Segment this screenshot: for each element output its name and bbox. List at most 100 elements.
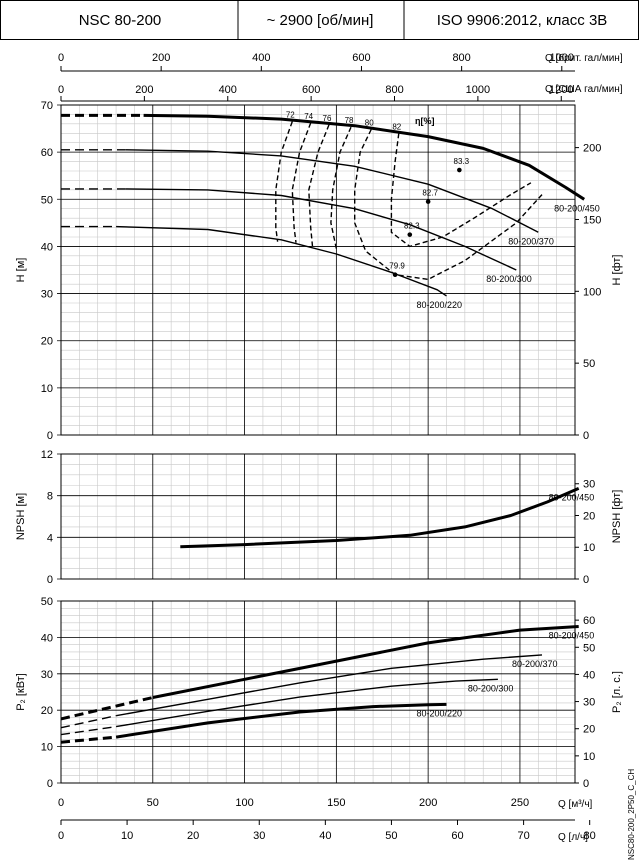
series-line-80-200/300 [125, 188, 517, 271]
efficiency-isoline [390, 133, 532, 248]
bep-point [392, 272, 398, 278]
efficiency-isoline [330, 126, 352, 249]
standard-label: ISO 9906:2012, класс 3B [437, 12, 608, 29]
y-tick-label: 40 [41, 632, 53, 644]
series-dashed-80-200/450 [60, 696, 154, 721]
ls-tick-label: 20 [187, 830, 199, 842]
efficiency-isoline [291, 122, 312, 243]
y2-tick-label: 60 [583, 615, 595, 627]
y-tick-label: 0 [47, 778, 53, 790]
us-tick-label: 0 [58, 84, 64, 96]
y-tick-label: 50 [41, 194, 53, 206]
series-line-80-200/370 [115, 654, 543, 717]
series-label: 80-200/300 [486, 274, 532, 284]
y-tick-label: 70 [41, 100, 53, 112]
y2-tick-label: 200 [583, 143, 601, 155]
y2-tick-label: 20 [583, 724, 595, 736]
y2-tick-label: 50 [583, 358, 595, 370]
header: NSC 80-200 ~ 2900 [об/мин] ISO 9906:2012… [0, 0, 639, 40]
bottom-axis-ls: 0 10 20 30 40 50 60 70 80 [58, 819, 596, 842]
uk-tick-label: 200 [152, 52, 170, 64]
ls-tick-label: 40 [319, 830, 331, 842]
ls-axis-label: Q [л/ч] [558, 832, 588, 843]
bottom-axis-m3h: 0 50 100 150 200 250 [58, 782, 575, 809]
y2-tick-label: 10 [583, 751, 595, 763]
us-tick-label: 600 [302, 84, 320, 96]
efficiency-isoline-label: 80 [365, 119, 374, 128]
ls-tick-label: 0 [58, 830, 64, 842]
ls-tick-label: 30 [253, 830, 265, 842]
y2-tick-label: 0 [583, 574, 589, 586]
y-tick-label: 8 [47, 491, 53, 503]
series-label: 80-200/450 [554, 203, 600, 213]
y2-axis-label: P₂ [л. с.] [611, 671, 623, 713]
y-tick-label: 10 [41, 383, 53, 395]
bep-point [407, 232, 413, 237]
series-line-80-200/450 [180, 487, 580, 549]
m3h-tick-label: 0 [58, 797, 64, 809]
head-panel: 0 10 20 30 40 50 60 70 0 50 100 150 200 H [м] H [фт] 80… [15, 100, 623, 442]
uk-gallon-axis-label: Q [брит. гал/мин] [545, 52, 623, 64]
series-label: 80-200/450 [549, 492, 595, 502]
y2-axis-label: NPSH [фт] [611, 490, 623, 544]
m3h-axis-label: Q [м³/ч] [558, 799, 593, 810]
m3h-tick-label: 200 [419, 797, 437, 809]
m3h-tick-label: 250 [511, 797, 529, 809]
us-tick-label: 200 [135, 84, 153, 96]
us-gallon-axis-label: Q [США гал/мин] [545, 84, 623, 95]
top-axis-uk: 0 200 400 600 800 1000 [58, 52, 575, 72]
power-panel: 0 10 20 30 40 50 0 10 20 30 40 50 60 P₂ [кВт] P₂ [л. с… [15, 596, 623, 790]
y2-tick-label: 150 [583, 214, 601, 226]
efficiency-isoline-label: 82 [392, 122, 401, 131]
y2-tick-label: 30 [583, 479, 595, 491]
us-tick-label: 1000 [466, 84, 490, 96]
y2-tick-label: 50 [583, 642, 595, 654]
y2-tick-label: 0 [583, 778, 589, 790]
series-label: 80-200/370 [512, 659, 558, 669]
model-title: NSC 80-200 [79, 12, 162, 29]
y2-tick-label: 10 [583, 542, 595, 554]
y-axis-label: P₂ [кВт] [15, 673, 27, 711]
y-axis-label: H [м] [15, 258, 27, 283]
y-tick-label: 40 [41, 241, 53, 253]
y-tick-label: 12 [41, 449, 53, 461]
y2-tick-label: 0 [583, 430, 589, 442]
bep-point [457, 167, 462, 173]
efficiency-isoline-label: 78 [345, 116, 354, 125]
uk-tick-label: 1000 [550, 52, 574, 64]
series-line-80-200/450 [152, 625, 579, 699]
npsh-panel: 0 4 8 12 0 10 20 30 NPSH [м] NPSH [фт] 80-200/450 [15, 449, 623, 586]
y-tick-label: 10 [41, 742, 53, 754]
series-label: 80-200/300 [468, 683, 514, 693]
m3h-tick-label: 50 [147, 797, 159, 809]
y2-tick-label: 20 [583, 510, 595, 522]
series-dashed-80-200/370 [60, 715, 117, 729]
series-line-80-200/300 [115, 678, 498, 728]
us-tick-label: 400 [219, 84, 237, 96]
bep-point [425, 199, 431, 204]
ls-tick-label: 80 [584, 830, 596, 842]
top-axis-us: 0 200 400 600 800 1000 1200 [58, 84, 575, 102]
y-tick-label: 4 [47, 532, 53, 544]
y-tick-label: 20 [41, 336, 53, 348]
panel-frame [60, 104, 576, 436]
ls-tick-label: 60 [451, 830, 463, 842]
y-tick-label: 20 [41, 705, 53, 717]
series-label: 80-200/370 [508, 236, 554, 246]
series-dashed-80-200/300 [60, 725, 117, 736]
y-tick-label: 0 [47, 574, 53, 586]
series-line-80-200/370 [125, 149, 539, 233]
m3h-tick-label: 150 [327, 797, 345, 809]
y-tick-label: 30 [41, 669, 53, 681]
series-label: 80-200/220 [417, 708, 463, 718]
uk-tick-label: 0 [58, 52, 64, 64]
bep-point-label: 82.7 [422, 189, 438, 198]
speed-label: ~ 2900 [об/мин] [267, 12, 374, 29]
efficiency-isoline [275, 121, 293, 242]
uk-tick-label: 600 [352, 52, 370, 64]
panel-frame [60, 453, 576, 580]
y2-tick-label: 30 [583, 697, 595, 709]
ls-tick-label: 70 [517, 830, 529, 842]
efficiency-isoline-label: 76 [323, 114, 332, 123]
